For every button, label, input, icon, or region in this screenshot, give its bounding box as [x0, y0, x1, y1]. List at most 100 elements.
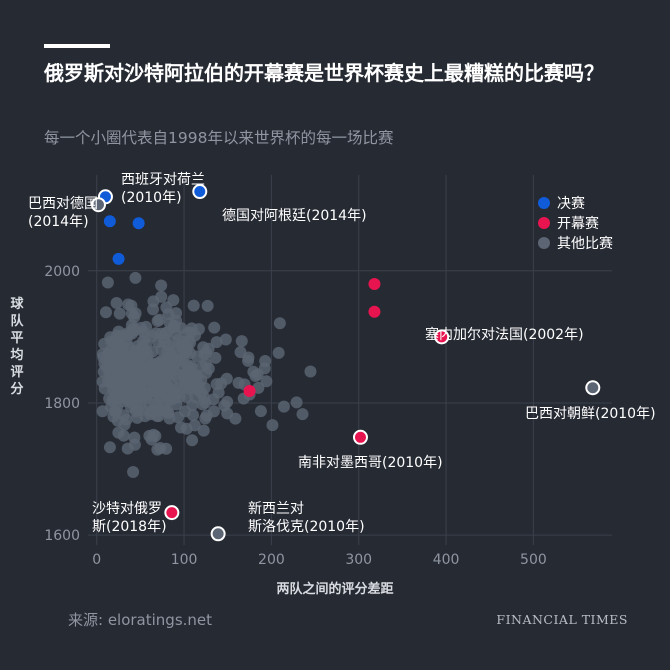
other-match-point — [129, 307, 142, 320]
other-match-point — [108, 391, 121, 404]
highlighted-opener-point — [434, 329, 450, 345]
legend-swatch-opener — [538, 217, 550, 229]
other-match-point — [155, 343, 168, 356]
legend: 决赛 开幕赛 其他比赛 — [538, 193, 613, 253]
other-match-point — [168, 352, 181, 365]
legend-item-final: 决赛 — [538, 193, 613, 213]
other-match-point — [131, 411, 144, 424]
annotation-southafrica-mexico: 南非对墨西哥(2010年) — [298, 455, 443, 471]
other-match-point — [296, 408, 309, 421]
other-match-point — [210, 336, 223, 349]
other-match-point — [195, 374, 208, 387]
annotation-germany-argentina: 德国对阿根廷(2014年) — [222, 208, 367, 224]
x-tick-label: 300 — [345, 552, 372, 568]
other-match-point — [159, 327, 172, 340]
legend-label-other: 其他比赛 — [557, 236, 613, 252]
other-match-point — [277, 400, 290, 413]
other-match-point — [272, 346, 285, 359]
highlighted-match-point — [90, 197, 106, 213]
other-match-point — [188, 419, 201, 432]
other-match-point — [99, 306, 112, 319]
chart-subtitle: 每一个小圈代表自1998年以来世界杯的每一场比赛 — [44, 129, 394, 147]
annotation-senegal-france: 塞内加尔对法国(2002年) — [425, 327, 584, 343]
other-match-point — [221, 395, 234, 408]
y-axis-label: 球队平均评分 — [10, 297, 24, 397]
legend-swatch-final — [538, 197, 550, 209]
other-match-point — [249, 370, 262, 383]
other-match-point — [188, 329, 201, 342]
other-match-point — [242, 351, 255, 364]
other-match-point — [149, 327, 162, 340]
chart-title: 俄罗斯对沙特阿拉伯的开幕赛是世界杯赛史上最糟糕的比赛吗？ — [44, 61, 604, 85]
other-match-point — [141, 354, 154, 367]
other-match-point — [273, 317, 286, 330]
other-match-point — [161, 362, 174, 375]
other-match-point — [155, 279, 168, 292]
other-match-point — [185, 360, 198, 373]
annotation-nz-slovakia: 新西兰对 斯洛伐克(2010年) — [248, 501, 365, 535]
legend-swatch-other — [538, 237, 550, 249]
highlighted-match-point — [585, 380, 601, 396]
other-match-point — [97, 365, 110, 378]
other-match-point — [174, 421, 187, 434]
other-match-point — [154, 392, 167, 405]
final-match-point — [112, 252, 125, 265]
other-match-point — [201, 299, 214, 312]
other-match-point — [152, 410, 165, 423]
other-match-point — [101, 276, 114, 289]
other-match-point — [110, 296, 123, 309]
other-match-point — [98, 382, 111, 395]
annotation-brazil-northkorea: 巴西对朝鲜(2010年) — [525, 406, 656, 422]
other-match-point — [207, 405, 220, 418]
other-match-point — [186, 399, 199, 412]
x-tick-label: 500 — [520, 552, 547, 568]
other-match-point — [180, 346, 193, 359]
other-match-point — [187, 299, 200, 312]
highlighted-opener-point — [352, 429, 368, 445]
other-match-point — [149, 430, 162, 443]
other-match-point — [290, 396, 303, 409]
other-match-point — [129, 271, 142, 284]
other-match-point — [102, 348, 115, 361]
header-accent-bar — [44, 44, 110, 48]
other-match-point — [266, 419, 279, 432]
other-match-point — [105, 335, 118, 348]
other-match-point — [141, 387, 154, 400]
other-match-point — [209, 351, 222, 364]
other-match-point — [235, 335, 248, 348]
other-match-point — [175, 322, 188, 335]
other-match-point — [202, 342, 215, 355]
other-match-point — [254, 405, 267, 418]
other-match-point — [141, 364, 154, 377]
other-match-point — [121, 442, 134, 455]
other-match-point — [129, 354, 142, 367]
final-match-point — [103, 215, 116, 228]
other-match-point — [187, 409, 200, 422]
y-tick-label: 1600 — [44, 528, 80, 544]
other-match-point — [122, 385, 135, 398]
legend-item-other: 其他比赛 — [538, 233, 613, 253]
other-match-point — [129, 367, 142, 380]
source-note: 来源: eloratings.net — [68, 611, 213, 629]
legend-label-final: 决赛 — [557, 196, 585, 212]
other-match-point — [155, 381, 168, 394]
x-tick-label: 200 — [258, 552, 285, 568]
other-match-point — [113, 307, 126, 320]
other-match-point — [147, 303, 160, 316]
other-match-point — [199, 396, 212, 409]
other-match-point — [170, 307, 183, 320]
other-match-point — [127, 466, 140, 479]
y-tick-label: 2000 — [44, 264, 80, 280]
highlighted-opener-point — [164, 505, 180, 521]
other-match-point — [111, 414, 124, 427]
other-match-point — [202, 362, 215, 375]
annotation-saudi-russia: 沙特对俄罗 斯(2018年) — [92, 501, 167, 535]
other-match-point — [151, 314, 164, 327]
brand-logo-text: FINANCIAL TIMES — [496, 612, 628, 627]
final-match-point — [132, 217, 145, 230]
other-match-point — [208, 321, 221, 334]
other-match-point — [219, 333, 232, 346]
annotation-spain-netherlands: 西班牙对荷兰 (2010年) — [121, 172, 205, 206]
other-match-point — [118, 372, 131, 385]
other-match-point — [221, 407, 234, 420]
